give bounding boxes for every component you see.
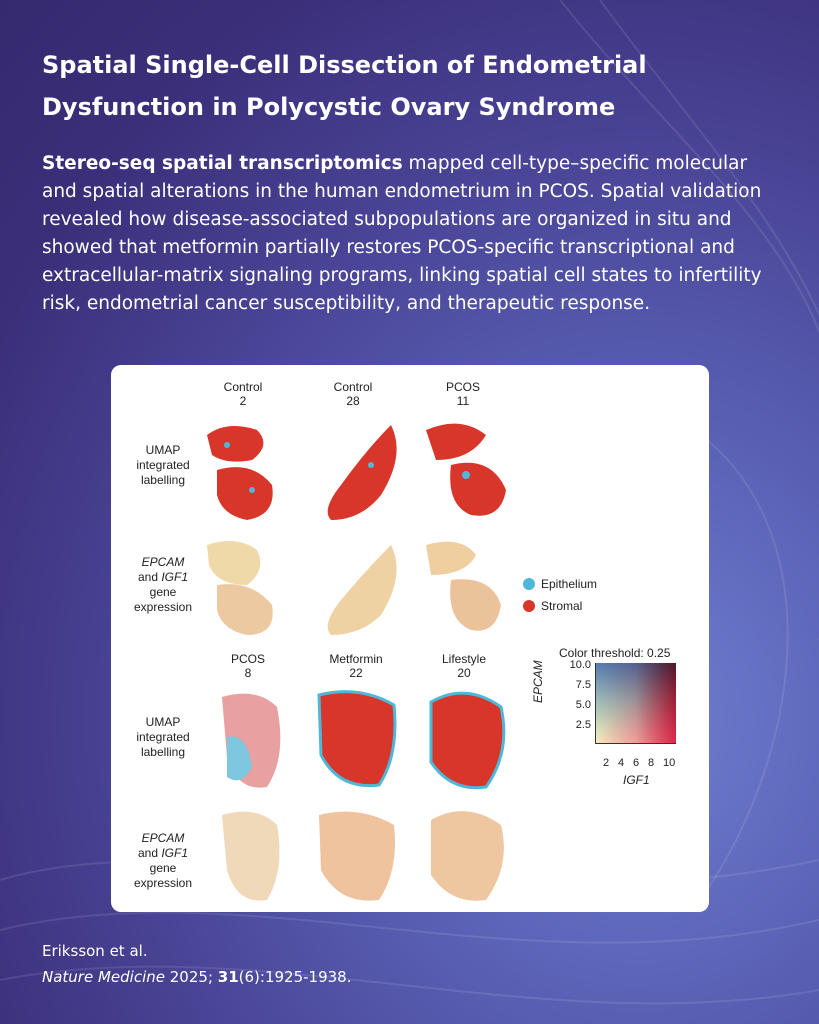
column-header-control-2: Control 2 [198,380,288,408]
column-group: Control [223,380,263,394]
column-id: 11 [456,394,470,408]
expression-section-lifestyle-20 [431,811,504,901]
colorbar-y-tick: 7.5 [575,679,591,691]
row-label-line: integrated [136,730,190,744]
colorbar-y-label: EPCAM [531,660,545,703]
expression-section-pcos-8 [222,811,280,901]
umap-section-control-28 [327,425,397,520]
column-header-metformin-22: Metformin 22 [311,652,401,680]
legend-label: Epithelium [541,577,598,591]
row-label-word: and [137,846,158,860]
row-label-line: labelling [140,745,186,759]
row-label-line: gene [149,861,177,875]
citation-journal: Nature Medicine [42,968,165,986]
column-id: 28 [346,394,360,408]
gene-name: IGF1 [161,570,189,584]
column-group: Metformin [329,652,383,666]
citation-reference: Nature Medicine 2025; 31(6):1925-1938. [42,968,352,986]
colorbar-x-tick: 2 [603,757,610,769]
expression-section-metformin-22 [319,811,395,901]
umap-section-metformin-22 [317,690,397,788]
umap-section-pcos-8 [222,693,281,788]
column-id: 20 [457,666,471,680]
citation-year: 2025; [169,968,213,986]
colorbar-x-tick: 4 [618,757,625,769]
column-header-pcos-8: PCOS 8 [203,652,293,680]
row-label-line: expression [133,876,193,890]
legend-stromal: Stromal [523,599,582,613]
colorbar-x-label: IGF1 [623,773,650,787]
page-title: Spatial Single-Cell Dissection of Endome… [42,51,647,121]
row-label-expression-bottom: EPCAM and IGF1 gene expression [129,831,197,891]
column-group: PCOS [230,652,265,666]
row-label-umap-top: UMAP integrated labelling [129,443,197,488]
column-group: Control [333,380,373,394]
expression-section-control-28 [327,545,397,635]
gene-name: EPCAM [141,555,185,569]
colorbar-x-tick: 6 [633,757,640,769]
expression-section-control-2 [207,541,273,635]
colorbar [595,663,676,744]
colorbar-y-tick: 2.5 [575,719,591,731]
column-id: 22 [349,666,363,680]
row-label-line: UMAP [145,715,181,729]
column-header-lifestyle-20: Lifestyle 20 [419,652,509,680]
row-label-line: expression [133,600,193,614]
legend-color-swatch [523,600,535,612]
row-label-word: and [137,570,158,584]
summary-text: Stereo-seq spatial transcriptomics mappe… [42,150,787,318]
column-id: 8 [244,666,252,680]
row-label-expression-top: EPCAM and IGF1 gene expression [129,555,197,615]
row-label-line: gene [149,585,177,599]
summary-body: mapped cell-type–specific molecular and … [42,153,762,314]
citation-volume: 31 [217,968,239,986]
colorbar-x-tick: 10 [663,757,676,769]
column-header-pcos-11: PCOS 11 [418,380,508,408]
umap-section-pcos-11 [426,423,506,516]
row-label-line: UMAP [145,443,181,457]
gene-name: IGF1 [161,846,189,860]
column-group: Lifestyle [441,652,487,666]
summary-lead: Stereo-seq spatial transcriptomics [42,153,403,174]
column-group: PCOS [445,380,480,394]
colorbar-title: Color threshold: 0.25 [559,646,671,660]
row-label-umap-bottom: UMAP integrated labelling [129,715,197,760]
umap-section-control-2 [207,426,273,520]
legend-epithelium: Epithelium [523,577,597,591]
umap-section-lifestyle-20 [429,691,506,790]
column-header-control-28: Control 28 [308,380,398,408]
citation-issue-pages: (6):1925-1938. [238,968,352,986]
colorbar-blue-gradient [596,663,676,743]
citation-authors: Eriksson et al. [42,942,148,960]
legend-label: Stromal [541,599,583,613]
gene-name: EPCAM [141,831,185,845]
colorbar-y-tick: 10.0 [569,659,591,671]
column-id: 2 [239,394,247,408]
legend-color-swatch [523,578,535,590]
colorbar-y-tick: 5.0 [575,699,591,711]
expression-section-pcos-11 [426,541,501,631]
colorbar-magenta-gradient [596,663,676,743]
row-label-line: labelling [140,473,186,487]
colorbar-x-tick: 8 [648,757,655,769]
figure-panel: Control 2 Control 28 PCOS 11 PCOS 8 Metf… [111,365,709,912]
row-label-line: integrated [136,458,190,472]
